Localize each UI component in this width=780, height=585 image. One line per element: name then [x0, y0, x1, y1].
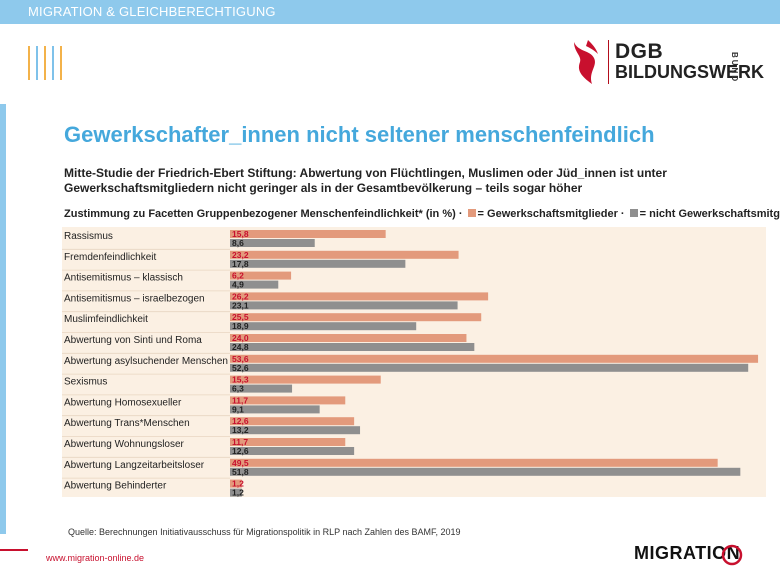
category-label: Abwertung Behinderter — [64, 481, 167, 492]
legend-swatch-nonmembers — [629, 209, 638, 217]
bar-nonmembers — [230, 363, 749, 372]
data-label: 13,2 — [232, 425, 249, 435]
bar-nonmembers — [230, 280, 279, 289]
data-label: 6,3 — [232, 384, 244, 394]
logo-line1: DGB — [615, 40, 664, 63]
category-label: Abwertung asylsuchender Menschen — [64, 356, 228, 367]
footer-accent-line — [0, 549, 28, 551]
category-label: Muslimfeindlichkeit — [64, 314, 148, 325]
bar-nonmembers — [230, 467, 741, 476]
data-label: 26,2 — [232, 291, 249, 301]
logo-side-text: BUND — [730, 52, 739, 84]
stripe — [28, 46, 30, 80]
data-label: 51,8 — [232, 467, 249, 477]
data-label: 8,6 — [232, 238, 244, 248]
left-accent-bar — [0, 104, 6, 534]
category-label: Antisemitismus – israelbezogen — [64, 293, 205, 304]
bar-members — [230, 375, 381, 384]
bar-members — [230, 438, 346, 446]
bar-members — [230, 417, 355, 426]
bar-members — [230, 230, 386, 238]
data-label: 11,7 — [232, 395, 248, 405]
bar-members — [230, 271, 292, 280]
bar-chart: Rassismus 15,88,6 Fremdenfeindlichkeit 23,2… — [62, 229, 759, 497]
bar-nonmembers — [230, 322, 417, 331]
data-label: 24,8 — [232, 342, 249, 352]
logo-divider — [608, 40, 609, 84]
category-label: Sexismus — [64, 377, 107, 388]
legend-swatch-members — [467, 209, 476, 217]
category-label: Abwertung von Sinti und Roma — [64, 335, 202, 346]
bar-members — [230, 292, 489, 301]
migration-figure-icon — [721, 544, 743, 566]
data-label: 15,3 — [232, 375, 249, 385]
category-label: Fremdenfeindlichkeit — [64, 252, 156, 263]
slide-subtitle: Mitte-Studie der Friedrich-Ebert Stiftun… — [64, 166, 667, 195]
dgb-emblem-icon — [574, 40, 598, 84]
data-label: 18,9 — [232, 321, 249, 331]
top-bar: MIGRATION & GLEICHBERECHTIGUNG — [0, 0, 780, 24]
data-label: 23,1 — [232, 300, 249, 310]
bar-nonmembers — [230, 384, 293, 393]
data-label: 6,2 — [232, 271, 244, 281]
bar-nonmembers — [230, 343, 475, 351]
migration-logo-text: MIGRATION — [634, 543, 741, 563]
bar-members — [230, 334, 467, 342]
category-label: Abwertung Langzeitarbeitsloser — [64, 460, 205, 471]
stripe — [52, 46, 54, 80]
dgb-bildungswerk-logo: DGB BILDUNGSWERK BUND — [568, 36, 764, 90]
data-label: 15,8 — [232, 229, 249, 239]
source-note: Quelle: Berechnungen Initiativausschuss … — [68, 527, 461, 537]
stripe — [44, 46, 46, 80]
data-label: 25,5 — [232, 312, 249, 322]
bar-members — [230, 479, 242, 488]
legend-prefix: Zustimmung zu Facetten Gruppenbezogener … — [64, 208, 463, 220]
data-label: 1,2 — [232, 479, 244, 489]
bar-members — [230, 458, 718, 467]
data-label: 1,2 — [232, 488, 244, 497]
bar-members — [230, 354, 759, 363]
data-label: 17,8 — [232, 259, 249, 269]
data-label: 11,7 — [232, 437, 248, 447]
category-label: Abwertung Wohnungsloser — [64, 439, 185, 450]
chart-legend: Zustimmung zu Facetten Gruppenbezogener … — [64, 208, 780, 220]
data-label: 49,5 — [232, 458, 249, 468]
data-label: 12,6 — [232, 446, 249, 456]
bar-nonmembers — [230, 259, 406, 268]
bar-members — [230, 396, 346, 405]
data-label: 23,2 — [232, 250, 249, 260]
data-label: 12,6 — [232, 416, 249, 426]
bar-nonmembers — [230, 488, 242, 497]
bar-members — [230, 250, 459, 259]
bar-nonmembers — [230, 405, 320, 414]
legend-label-nonmembers: = nicht Gewerkschaftsmitglieder — [639, 208, 780, 220]
logo-line2: BILDUNGSWERK — [615, 62, 764, 82]
bar-nonmembers — [230, 301, 458, 310]
category-label: Antisemitismus – klassisch — [64, 273, 183, 284]
slide-title: Gewerkschafter_innen nicht seltener mens… — [64, 122, 655, 147]
data-label: 52,6 — [232, 363, 249, 373]
data-label: 53,6 — [232, 354, 249, 364]
category-label: Rassismus — [64, 231, 113, 242]
footer-url: www.migration-online.de — [46, 553, 145, 563]
migration-logo: MIGRATION — [634, 541, 764, 569]
stripe — [36, 46, 38, 80]
data-label: 9,1 — [232, 404, 244, 414]
stripe — [60, 46, 62, 80]
category-label: Abwertung Homosexueller — [64, 397, 182, 408]
section-title: MIGRATION & GLEICHBERECHTIGUNG — [28, 4, 276, 19]
bar-nonmembers — [230, 239, 315, 247]
category-label: Abwertung Trans*Menschen — [64, 418, 190, 429]
data-label: 4,9 — [232, 280, 244, 290]
legend-label-members: = Gewerkschaftsmitglieder · — [477, 208, 625, 220]
bar-nonmembers — [230, 447, 355, 455]
data-label: 24,0 — [232, 333, 249, 343]
bar-members — [230, 313, 482, 322]
bar-nonmembers — [230, 426, 361, 435]
decorative-stripes — [28, 46, 68, 80]
